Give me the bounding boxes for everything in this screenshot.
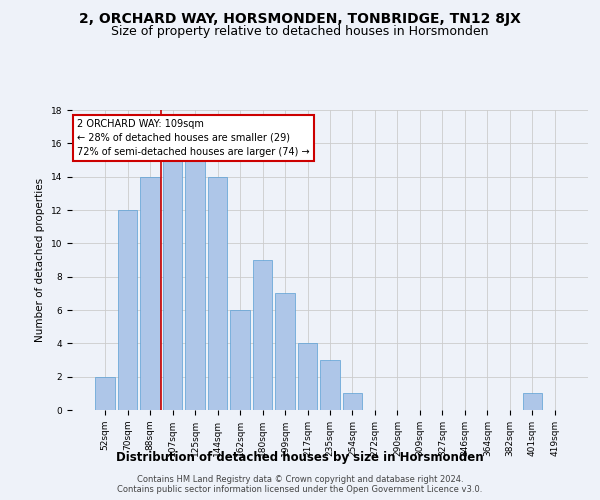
Text: Contains HM Land Registry data © Crown copyright and database right 2024.
Contai: Contains HM Land Registry data © Crown c… [118, 474, 482, 494]
Bar [343, 394, 362, 410]
Text: Size of property relative to detached houses in Horsmonden: Size of property relative to detached ho… [111, 25, 489, 38]
Text: 2, ORCHARD WAY, HORSMONDEN, TONBRIDGE, TN12 8JX: 2, ORCHARD WAY, HORSMONDEN, TONBRIDGE, T… [79, 12, 521, 26]
Bar [253, 260, 272, 410]
Bar [230, 310, 250, 410]
Bar [523, 394, 542, 410]
Bar [320, 360, 340, 410]
Y-axis label: Number of detached properties: Number of detached properties [35, 178, 45, 342]
Bar [163, 160, 182, 410]
Bar [185, 160, 205, 410]
Bar [275, 294, 295, 410]
Bar [208, 176, 227, 410]
Text: 2 ORCHARD WAY: 109sqm
← 28% of detached houses are smaller (29)
72% of semi-deta: 2 ORCHARD WAY: 109sqm ← 28% of detached … [77, 119, 310, 157]
Bar [95, 376, 115, 410]
Bar [140, 176, 160, 410]
Bar [118, 210, 137, 410]
Text: Distribution of detached houses by size in Horsmonden: Distribution of detached houses by size … [116, 451, 484, 464]
Bar [298, 344, 317, 410]
